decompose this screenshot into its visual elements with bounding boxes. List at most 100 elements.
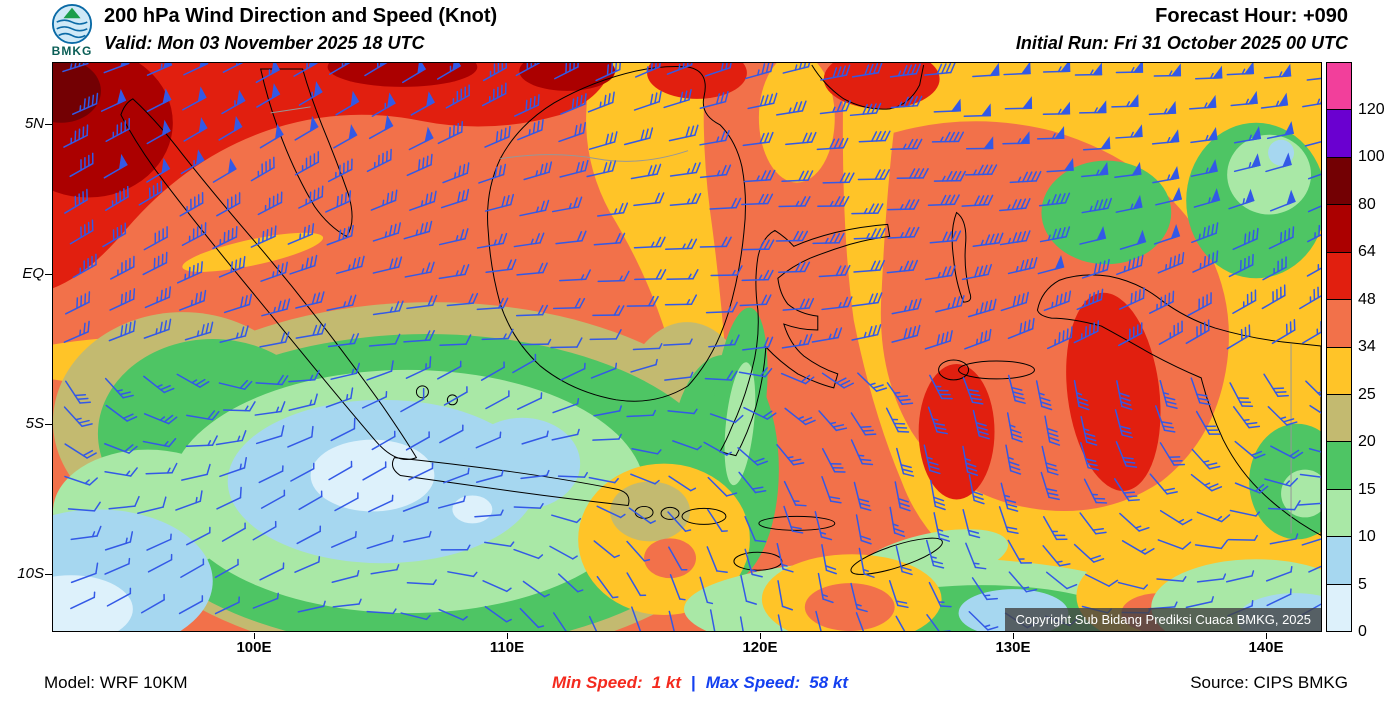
wind-barb bbox=[332, 598, 362, 608]
wind-barb bbox=[410, 91, 435, 116]
wind-barb bbox=[70, 591, 96, 610]
wind-barb bbox=[630, 163, 662, 180]
colorbar-level-label: 48 bbox=[1358, 290, 1376, 308]
wind-barb bbox=[64, 188, 88, 214]
wind-barb bbox=[288, 369, 320, 383]
wind-barb bbox=[1269, 189, 1296, 212]
wind-barb bbox=[668, 475, 697, 492]
bmkg-logo: BMKG bbox=[44, 3, 100, 58]
wind-barb bbox=[293, 63, 318, 77]
wind-barb bbox=[513, 232, 545, 248]
wind-barb bbox=[549, 545, 578, 560]
wind-barb bbox=[1073, 379, 1090, 411]
wind-barb bbox=[404, 261, 435, 278]
wind-barb bbox=[372, 222, 401, 242]
wind-barb bbox=[961, 263, 993, 281]
wind-barb bbox=[175, 490, 203, 511]
colorbar-level-label: 34 bbox=[1358, 338, 1376, 355]
x-axis-tick bbox=[254, 633, 255, 639]
wind-barb bbox=[1232, 227, 1259, 251]
wind-barb bbox=[778, 196, 811, 208]
wind-barb bbox=[589, 329, 622, 341]
wind-barb bbox=[776, 542, 794, 573]
wind-barb bbox=[890, 95, 923, 109]
wind-barb bbox=[1073, 320, 1100, 344]
wind-barb bbox=[438, 608, 468, 621]
wind-barb bbox=[738, 367, 773, 378]
wind-barb bbox=[335, 255, 365, 275]
wind-barb bbox=[851, 63, 883, 78]
wind-barb bbox=[783, 505, 804, 534]
wind-barb bbox=[559, 269, 591, 282]
wind-barb bbox=[785, 131, 817, 146]
wind-barb bbox=[294, 151, 320, 176]
wind-barb bbox=[484, 605, 512, 623]
wind-barb bbox=[1191, 448, 1221, 470]
wind-barb bbox=[588, 476, 619, 484]
wind-barb bbox=[1159, 380, 1178, 410]
wind-barb bbox=[179, 191, 204, 217]
wind-barb bbox=[853, 227, 886, 240]
wind-barb bbox=[1297, 502, 1321, 506]
wind-barb bbox=[1079, 100, 1107, 114]
wind-barb bbox=[1000, 482, 1019, 512]
wind-barb bbox=[178, 595, 204, 615]
wind-barb bbox=[777, 580, 794, 611]
wind-barb bbox=[709, 197, 742, 210]
page-title: 200 hPa Wind Direction and Speed (Knot) bbox=[104, 5, 498, 27]
wind-barb bbox=[403, 220, 433, 240]
wind-barb bbox=[858, 547, 875, 578]
colorbar-segment bbox=[1327, 442, 1351, 490]
wind-barb bbox=[1119, 287, 1145, 310]
wind-barb bbox=[745, 63, 774, 80]
bmkg-logo-text: BMKG bbox=[51, 44, 93, 58]
wind-barb bbox=[1234, 440, 1266, 459]
wind-barb bbox=[777, 614, 785, 631]
wind-barb bbox=[1042, 101, 1071, 115]
wind-barb bbox=[513, 502, 544, 509]
wind-barb bbox=[972, 232, 1004, 248]
wind-barb bbox=[475, 431, 502, 449]
wind-barb bbox=[1226, 324, 1251, 350]
wind-barb bbox=[737, 447, 768, 466]
wind-barb bbox=[212, 158, 237, 183]
wind-barb bbox=[1267, 406, 1298, 426]
wind-barb bbox=[664, 238, 698, 250]
wind-barb bbox=[105, 117, 130, 142]
wind-barb bbox=[1232, 406, 1261, 429]
wind-barb bbox=[705, 301, 738, 314]
wind-barb bbox=[1264, 477, 1298, 487]
wind-barb bbox=[699, 164, 732, 179]
wind-barb bbox=[631, 447, 662, 455]
wind-barb bbox=[1115, 124, 1143, 139]
wind-barb bbox=[929, 230, 962, 244]
wind-barb bbox=[517, 392, 543, 410]
colorbar-level-label: 15 bbox=[1358, 480, 1376, 498]
wind-barb bbox=[186, 526, 211, 546]
wind-barb bbox=[443, 467, 470, 484]
wind-barb bbox=[1229, 382, 1254, 407]
wind-barb bbox=[635, 63, 662, 78]
wind-barb bbox=[816, 137, 849, 151]
wind-barb bbox=[104, 377, 134, 399]
wind-barb bbox=[335, 90, 360, 116]
wind-barb bbox=[219, 457, 247, 478]
wind-barb bbox=[298, 81, 323, 106]
wind-barb bbox=[1040, 471, 1060, 501]
wind-barb bbox=[400, 387, 425, 413]
wind-barb bbox=[965, 136, 994, 150]
wind-barb bbox=[1111, 93, 1139, 108]
wind-barb bbox=[817, 196, 850, 208]
wind-barb bbox=[330, 362, 361, 380]
wind-barb bbox=[1299, 473, 1321, 479]
wind-barb bbox=[964, 328, 992, 350]
wind-barb bbox=[782, 297, 815, 311]
wind-barb bbox=[781, 333, 813, 349]
colorbar-segment bbox=[1327, 394, 1351, 443]
wind-barb bbox=[1117, 322, 1143, 347]
initial-run: Initial Run: Fri 31 October 2025 00 UTC bbox=[1015, 33, 1348, 53]
wind-barb bbox=[1263, 373, 1289, 397]
wind-barb bbox=[739, 294, 772, 307]
wind-barb bbox=[212, 225, 238, 250]
wind-barb bbox=[1079, 512, 1107, 535]
